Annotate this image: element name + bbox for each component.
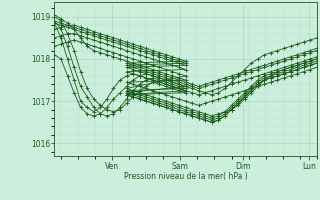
- X-axis label: Pression niveau de la mer( hPa ): Pression niveau de la mer( hPa ): [124, 172, 247, 181]
